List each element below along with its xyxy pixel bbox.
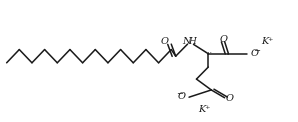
Text: O: O: [251, 49, 259, 58]
Text: H: H: [188, 37, 196, 46]
Text: K⁺: K⁺: [198, 105, 210, 114]
Text: O: O: [161, 37, 169, 46]
Text: −: −: [253, 47, 260, 55]
Text: ⋯: ⋯: [204, 50, 211, 56]
Text: K⁺: K⁺: [261, 37, 274, 46]
Text: O: O: [178, 92, 185, 101]
Text: −: −: [176, 90, 183, 98]
Text: O: O: [219, 35, 227, 44]
Text: N: N: [182, 37, 191, 46]
Text: O: O: [225, 95, 233, 103]
